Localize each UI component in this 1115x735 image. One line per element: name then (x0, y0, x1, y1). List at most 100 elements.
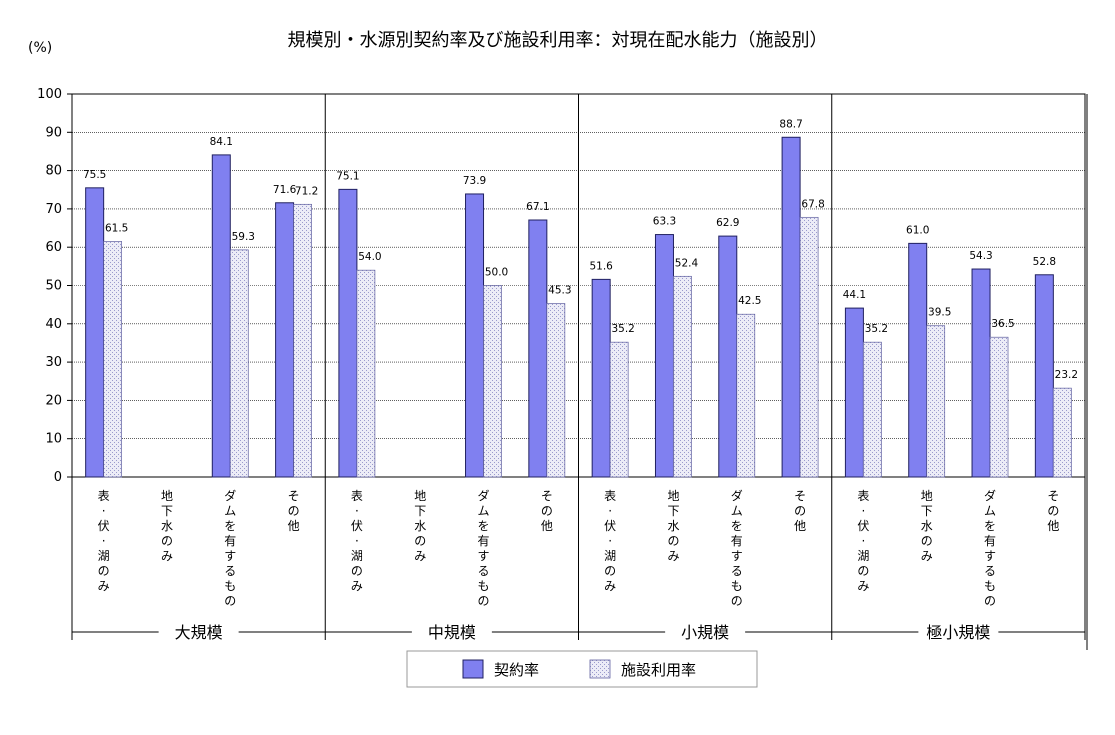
axes: 0 10 20 30 40 50 60 70 80 90 100 (37, 87, 1088, 650)
category-label-char: も (731, 579, 743, 593)
legend-box (406, 650, 758, 688)
category-label-char: も (984, 579, 996, 593)
category-label-char: の (667, 534, 679, 548)
legend-swatch-contract-rate (462, 659, 484, 679)
bar-contract-rate (971, 268, 991, 478)
category-label-char: 湖 (351, 548, 363, 563)
group-label: 極小規模 (926, 623, 990, 642)
category-label-char: み (161, 549, 173, 563)
category-label-char: の (98, 564, 110, 578)
category-label-char: の (1047, 504, 1059, 518)
bar-facility-usage-rate (863, 341, 882, 478)
bar-contract-rate (781, 136, 801, 478)
bar-contract-rate (591, 278, 611, 478)
bar-facility-usage-rate (736, 313, 756, 478)
category-label-char: 他 (794, 519, 806, 533)
category-labels: 表·伏·湖のみ地下水のみダムを有するものその他大規模表·伏·湖のみ地下水のみダム… (72, 488, 1085, 642)
y-axis-unit: (%) (28, 40, 53, 56)
category-label-char: 地 (921, 489, 933, 503)
category-label-char: み (857, 579, 869, 593)
bar-contract-rate (338, 188, 358, 478)
data-label-facility-usage-rate: 67.8 (801, 198, 824, 210)
category-label-char: 水 (921, 519, 933, 533)
data-label-contract-rate: 44.1 (843, 289, 866, 301)
category-label-char: 湖 (857, 548, 869, 563)
category-label-char: を (731, 519, 743, 533)
category-label-char: 伏 (604, 519, 616, 533)
category-label-char: 地 (667, 489, 679, 503)
bar-contract-rate (1034, 274, 1054, 478)
bar-contract-rate (718, 235, 738, 478)
bar-facility-usage-rate (1052, 387, 1072, 478)
category-label-char: る (984, 564, 996, 578)
bar-contract-rate (465, 193, 485, 478)
data-label-contract-rate: 61.0 (906, 224, 929, 236)
category-label-char: の (351, 564, 363, 578)
category-label-char: み (351, 579, 363, 593)
data-label-contract-rate: 75.5 (83, 169, 106, 181)
category-label-char: 地 (414, 489, 426, 503)
category-label-char: · (102, 504, 106, 518)
bar-facility-usage-rate (229, 249, 249, 478)
category-label-char: 下 (667, 504, 679, 518)
data-label-facility-usage-rate: 35.2 (865, 323, 888, 335)
data-label-contract-rate: 63.3 (653, 216, 676, 228)
category-label-char: · (102, 534, 106, 548)
category-label-char: 伏 (857, 519, 869, 533)
category-label-char: · (861, 504, 865, 518)
data-label-facility-usage-rate: 71.2 (295, 185, 318, 197)
category-label-char: 伏 (351, 519, 363, 533)
category-label-char: 水 (161, 519, 173, 533)
bar-contract-rate (211, 154, 231, 478)
legend-label-facility-usage-rate: 施設利用率 (621, 661, 696, 679)
data-label-contract-rate: 88.7 (779, 118, 802, 130)
category-label-char: 水 (414, 519, 426, 533)
bar-facility-usage-rate (546, 303, 566, 478)
data-label-contract-rate: 84.1 (210, 136, 233, 148)
category-label-char: 下 (161, 504, 173, 518)
data-label-facility-usage-rate: 59.3 (232, 231, 255, 243)
category-label-char: ム (224, 504, 236, 518)
data-label-facility-usage-rate: 45.3 (548, 285, 571, 297)
y-tick-label: 60 (45, 240, 62, 255)
data-label-facility-usage-rate: 52.4 (675, 257, 699, 269)
bar-facility-usage-rate (609, 341, 629, 478)
bar-facility-usage-rate (926, 325, 946, 478)
data-label-facility-usage-rate: 36.5 (991, 318, 1014, 330)
category-label-char: 湖 (604, 548, 616, 563)
category-label-char: · (608, 504, 612, 518)
bar-contract-rate (275, 202, 295, 478)
y-tick-label: 0 (54, 470, 62, 485)
category-label-char: み (604, 579, 616, 593)
y-tick-label: 90 (45, 125, 62, 140)
bars (85, 136, 1072, 478)
data-label-contract-rate: 51.6 (589, 260, 613, 272)
data-label-facility-usage-rate: 54.0 (358, 251, 381, 263)
legend-label-contract-rate: 契約率 (494, 661, 539, 679)
group-label: 大規模 (175, 623, 223, 642)
data-labels: 75.5 61.5 84.1 59.3 71.671.2 75.1 54.0 73.9 50.0… (83, 118, 1078, 381)
category-label-char: み (414, 549, 426, 563)
y-tick-label: 80 (45, 164, 62, 179)
bar-contract-rate (908, 242, 928, 478)
category-label-char: 下 (921, 504, 933, 518)
category-label-char: 下 (414, 504, 426, 518)
chart-title: 規模別・水源別契約率及び施設利用率：対現在配水能力（施設別） (287, 30, 828, 51)
category-label-char: み (98, 579, 110, 593)
category-label-char: の (984, 594, 996, 608)
data-label-contract-rate: 54.3 (969, 250, 992, 262)
category-label-char: · (355, 534, 359, 548)
y-tick-label: 70 (45, 202, 62, 217)
bar-facility-usage-rate (673, 275, 692, 478)
legend: 契約率 施設利用率 (406, 650, 758, 688)
category-label-char: そ (794, 489, 806, 503)
category-label-char: 他 (1047, 519, 1059, 533)
category-label-char: る (731, 564, 743, 578)
bar-contract-rate (85, 187, 105, 478)
category-label-char: の (224, 594, 236, 608)
category-label-char: ダ (478, 488, 490, 503)
category-label-char: を (984, 519, 996, 533)
data-label-facility-usage-rate: 23.2 (1055, 369, 1078, 381)
data-label-facility-usage-rate: 35.2 (611, 323, 634, 335)
